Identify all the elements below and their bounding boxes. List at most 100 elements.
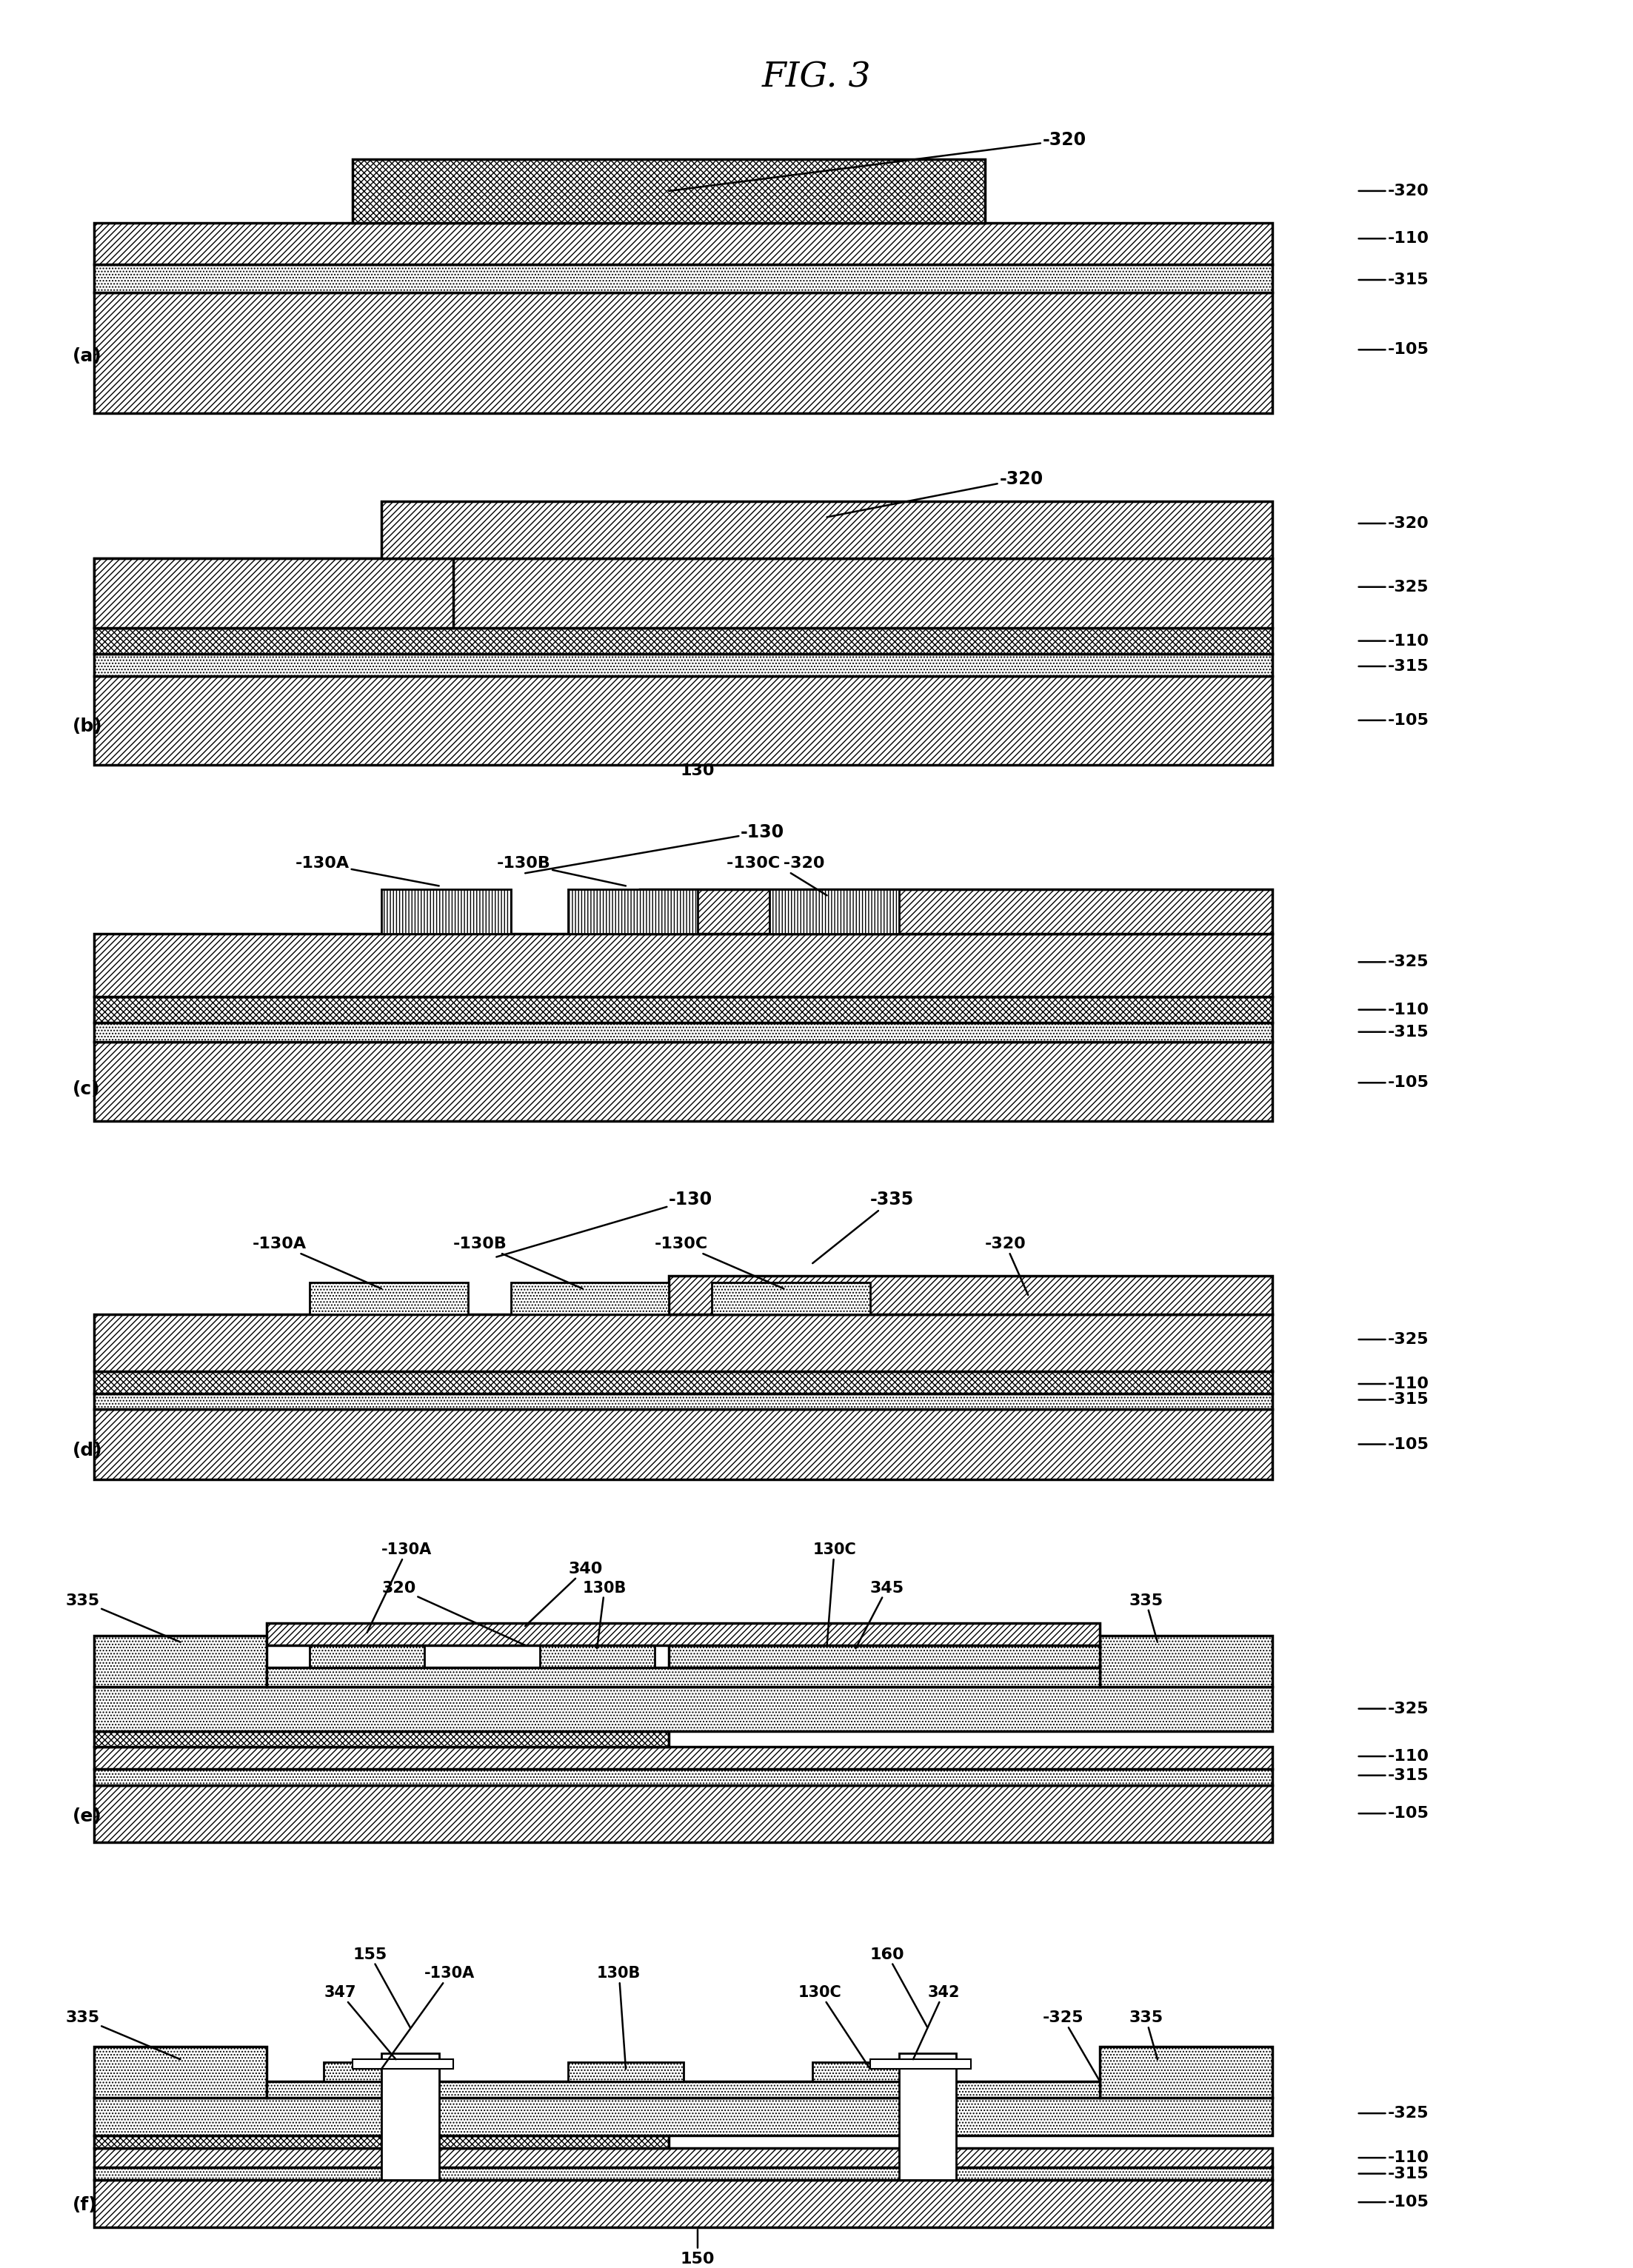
Bar bbox=[95, 1023, 1272, 1041]
Bar bbox=[95, 2046, 266, 2098]
Bar bbox=[95, 2168, 1272, 2180]
Bar bbox=[95, 2180, 1272, 2227]
Bar bbox=[769, 889, 898, 934]
Text: -110: -110 bbox=[1359, 1002, 1429, 1016]
Text: FIG. 3: FIG. 3 bbox=[763, 61, 870, 95]
Bar bbox=[95, 2136, 670, 2148]
Text: -110: -110 bbox=[1359, 2150, 1429, 2166]
Text: -130A: -130A bbox=[382, 1966, 475, 2068]
Text: 150: 150 bbox=[681, 2252, 715, 2266]
Bar bbox=[95, 558, 454, 628]
Bar bbox=[1101, 2046, 1272, 2098]
Bar bbox=[95, 934, 1272, 998]
Text: -315: -315 bbox=[1359, 1769, 1429, 1783]
Text: -325: -325 bbox=[1359, 955, 1429, 968]
Text: -325: -325 bbox=[1042, 2012, 1101, 2082]
Text: (e): (e) bbox=[72, 1808, 101, 1826]
Text: 320: 320 bbox=[382, 1581, 526, 1644]
Text: 155: 155 bbox=[353, 1948, 410, 2028]
Bar bbox=[898, 2053, 957, 2180]
Text: -130B: -130B bbox=[496, 857, 625, 887]
Text: (a): (a) bbox=[72, 347, 101, 365]
Text: 347: 347 bbox=[323, 1984, 395, 2059]
Text: 340: 340 bbox=[526, 1563, 603, 1626]
Bar bbox=[95, 1313, 1272, 1372]
Bar bbox=[95, 628, 1272, 653]
Text: 130B: 130B bbox=[598, 1966, 642, 2068]
Bar bbox=[310, 1644, 425, 1667]
Bar bbox=[266, 2082, 1101, 2098]
Text: -130: -130 bbox=[526, 823, 784, 873]
Bar bbox=[95, 558, 1272, 628]
Bar bbox=[95, 1687, 1272, 1730]
Bar bbox=[1101, 1635, 1272, 1687]
Text: -130C: -130C bbox=[655, 1236, 784, 1288]
Text: 345: 345 bbox=[856, 1581, 905, 1649]
Bar bbox=[382, 2053, 439, 2180]
Text: 335: 335 bbox=[1128, 1594, 1163, 1642]
Bar bbox=[95, 1393, 1272, 1408]
Text: (f): (f) bbox=[72, 2195, 98, 2214]
Bar bbox=[353, 2059, 454, 2068]
Bar bbox=[712, 1281, 870, 1313]
Text: 130C: 130C bbox=[813, 1542, 856, 1644]
Text: -325: -325 bbox=[1359, 1701, 1429, 1717]
Text: -130B: -130B bbox=[454, 1236, 583, 1288]
Bar bbox=[95, 676, 1272, 764]
Text: -110: -110 bbox=[1359, 231, 1429, 245]
Text: -320: -320 bbox=[1359, 517, 1429, 531]
Bar bbox=[95, 1041, 1272, 1120]
Text: 130C: 130C bbox=[799, 1984, 870, 2068]
Bar bbox=[266, 1624, 1101, 1644]
Text: -320: -320 bbox=[985, 1236, 1029, 1295]
Bar bbox=[95, 1769, 1272, 1785]
Bar bbox=[511, 1281, 670, 1313]
Text: -130A: -130A bbox=[296, 857, 439, 887]
Text: -105: -105 bbox=[1359, 342, 1429, 356]
Text: 342: 342 bbox=[913, 1984, 960, 2059]
Text: -110: -110 bbox=[1359, 1377, 1429, 1390]
Text: -105: -105 bbox=[1359, 712, 1429, 728]
Bar bbox=[870, 2059, 970, 2068]
Text: -320: -320 bbox=[826, 469, 1043, 517]
Text: -130: -130 bbox=[496, 1191, 712, 1256]
Text: 130: 130 bbox=[681, 764, 715, 778]
Text: -315: -315 bbox=[1359, 1025, 1429, 1039]
Bar bbox=[670, 1277, 1272, 1313]
Text: -105: -105 bbox=[1359, 1805, 1429, 1821]
Bar bbox=[95, 1635, 266, 1687]
Bar bbox=[95, 2098, 1272, 2136]
Bar bbox=[353, 159, 985, 222]
Bar bbox=[539, 1644, 655, 1667]
Text: 130B: 130B bbox=[583, 1581, 627, 1649]
Text: -105: -105 bbox=[1359, 1438, 1429, 1452]
Bar bbox=[568, 2062, 683, 2082]
Bar bbox=[95, 1730, 670, 1746]
Text: -315: -315 bbox=[1359, 272, 1429, 288]
Bar bbox=[382, 501, 1272, 558]
Bar bbox=[769, 1644, 885, 1667]
Bar bbox=[640, 889, 1272, 934]
Text: -320: -320 bbox=[1359, 184, 1429, 197]
Bar bbox=[310, 1281, 467, 1313]
Text: (d): (d) bbox=[72, 1442, 103, 1461]
Text: -325: -325 bbox=[1359, 1331, 1429, 1347]
Text: 160: 160 bbox=[870, 1948, 928, 2028]
Text: -130A: -130A bbox=[367, 1542, 433, 1633]
Bar bbox=[670, 1644, 1101, 1667]
Bar bbox=[95, 2148, 1272, 2168]
Text: -315: -315 bbox=[1359, 660, 1429, 674]
Text: -130C -320: -130C -320 bbox=[727, 857, 826, 896]
Text: -315: -315 bbox=[1359, 1393, 1429, 1406]
Text: -315: -315 bbox=[1359, 2166, 1429, 2182]
Text: (c): (c) bbox=[72, 1080, 100, 1098]
Bar bbox=[323, 2062, 439, 2082]
Bar bbox=[382, 889, 511, 934]
Text: 335: 335 bbox=[1128, 2012, 1163, 2059]
Bar bbox=[95, 1785, 1272, 1842]
Bar bbox=[95, 1746, 1272, 1769]
Bar bbox=[95, 998, 1272, 1023]
Text: -105: -105 bbox=[1359, 1075, 1429, 1091]
Bar bbox=[95, 263, 1272, 293]
Text: -320: -320 bbox=[670, 132, 1086, 191]
